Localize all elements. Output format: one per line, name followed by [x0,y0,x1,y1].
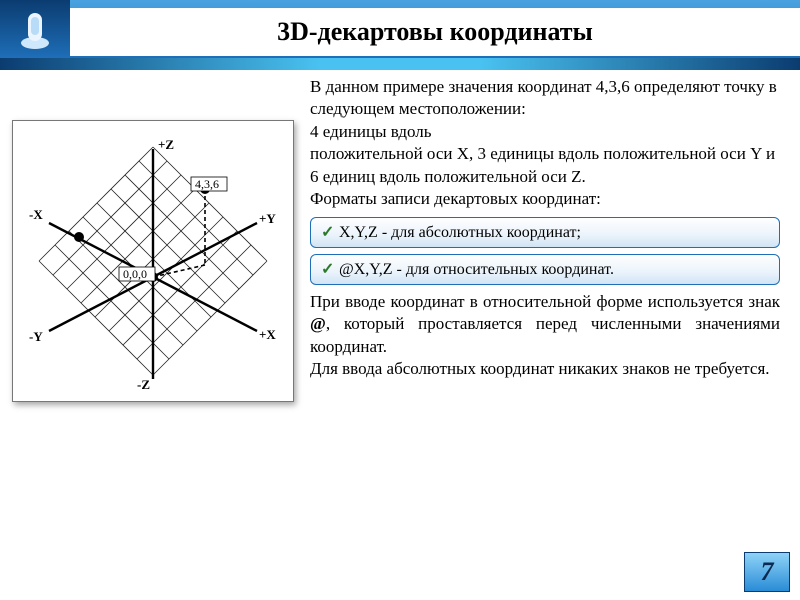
callout-rel-text: @X,Y,Z - для относительных координат. [339,261,614,278]
aux-point [74,232,84,242]
callout-abs-text: X,Y,Z - для абсолютных координат; [339,224,581,241]
text-column: В данном примере значения координат 4,3,… [310,70,800,412]
intro-3: положительной оси X, 3 единицы вдоль пол… [310,143,780,188]
callout-absolute: X,Y,Z - для абсолютных координат; [310,217,780,248]
axes-svg: +Z -Z +Y -Y +X -X 4,3,6 0,0,0 [19,127,287,395]
callout-relative: @X,Y,Z - для относительных координат. [310,254,780,285]
svg-text:+Z: +Z [158,137,174,152]
svg-text:-Y: -Y [29,329,43,344]
at-sign: @ [310,314,326,333]
figure-3d-axes: +Z -Z +Y -Y +X -X 4,3,6 0,0,0 [12,120,294,402]
content: +Z -Z +Y -Y +X -X 4,3,6 0,0,0 В данном п… [0,70,800,412]
paragraph-relative: При вводе координат в относительной форм… [310,291,780,358]
page-number: 7 [744,552,790,592]
intro-2: 4 единицы вдоль [310,121,780,143]
logo-icon [18,7,52,51]
svg-text:-X: -X [29,207,43,222]
svg-text:+X: +X [259,327,276,342]
intro-1: В данном примере значения координат 4,3,… [310,76,780,121]
svg-text:+Y: +Y [259,211,276,226]
svg-text:0,0,0: 0,0,0 [123,267,147,281]
header: 3D-декартовы координаты [0,0,800,58]
accent-bar [0,58,800,70]
svg-text:-Z: -Z [137,377,150,392]
logo [0,0,70,58]
paragraph-absolute: Для ввода абсолютных координат никаких з… [310,358,780,380]
figure-column: +Z -Z +Y -Y +X -X 4,3,6 0,0,0 [0,70,310,412]
formats-heading: Форматы записи декартовых координат: [310,188,780,210]
page-title: 3D-декартовы координаты [70,8,800,56]
svg-text:4,3,6: 4,3,6 [195,177,219,191]
